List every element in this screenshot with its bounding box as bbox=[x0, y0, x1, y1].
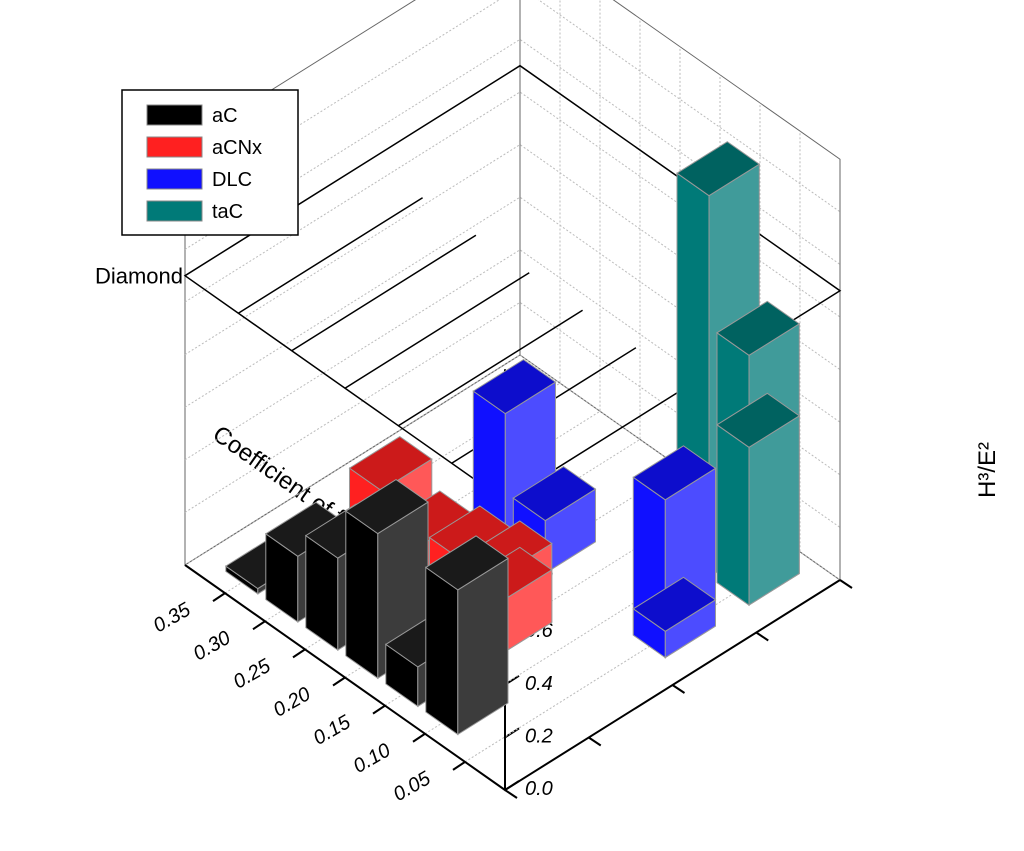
x-tick-label: 0.15 bbox=[310, 711, 355, 750]
bar-face bbox=[716, 423, 750, 607]
legend-label: aC bbox=[212, 105, 238, 127]
reference-line bbox=[397, 309, 583, 427]
legend-label: taC bbox=[212, 201, 243, 223]
bar-top bbox=[424, 535, 509, 591]
x-tick-label: 0.30 bbox=[190, 627, 235, 666]
z-tick-label: 0.2 bbox=[525, 725, 553, 747]
bar bbox=[716, 392, 801, 607]
bar bbox=[424, 535, 509, 736]
x-tick bbox=[372, 704, 386, 715]
bar-top bbox=[716, 392, 801, 448]
grid-line bbox=[184, 0, 841, 213]
x-tick bbox=[252, 620, 266, 631]
x-tick bbox=[332, 676, 346, 687]
x-tick-label: 0.35 bbox=[150, 598, 195, 637]
depth-tick bbox=[588, 736, 602, 747]
reference-label: Diamond bbox=[95, 264, 183, 289]
back-wall-left bbox=[184, 0, 521, 566]
bar-top bbox=[348, 436, 433, 492]
depth-tick bbox=[839, 579, 853, 589]
x-tick-label: 0.25 bbox=[230, 654, 275, 693]
legend-swatch bbox=[146, 136, 203, 158]
bar-top bbox=[676, 141, 761, 197]
reference-line bbox=[237, 197, 423, 314]
x-tick bbox=[292, 648, 306, 659]
reference-line bbox=[344, 272, 530, 389]
bar-top bbox=[632, 576, 717, 632]
x-tick-label: 0.10 bbox=[350, 739, 395, 778]
bar-face bbox=[748, 414, 800, 607]
x-tick bbox=[212, 592, 226, 602]
legend-swatch bbox=[146, 104, 203, 126]
x-tick-label: 0.20 bbox=[270, 683, 315, 722]
legend-label: aCNx bbox=[212, 137, 262, 159]
depth-tick bbox=[755, 631, 769, 642]
bar-top bbox=[344, 478, 429, 535]
bar-top bbox=[716, 300, 801, 356]
x-tick bbox=[412, 732, 426, 743]
z-axis-title: H³/E² bbox=[974, 442, 1001, 498]
z-tick-label: 0.0 bbox=[525, 778, 553, 800]
x-tick bbox=[452, 761, 466, 771]
legend-swatch bbox=[146, 168, 203, 190]
z-tick-label: 0.4 bbox=[525, 673, 553, 695]
bar bbox=[632, 576, 717, 659]
bar-top bbox=[512, 465, 597, 522]
bar-top bbox=[472, 358, 557, 415]
bar-face bbox=[425, 566, 459, 736]
depth-tick bbox=[671, 684, 686, 694]
reference-line bbox=[291, 234, 477, 352]
bar bbox=[344, 478, 429, 680]
bar-top bbox=[632, 445, 717, 501]
legend-swatch bbox=[146, 200, 203, 222]
depth-tick bbox=[504, 789, 518, 799]
x-tick-label: 0.05 bbox=[390, 767, 435, 806]
legend-label: DLC bbox=[212, 169, 252, 191]
bar-face bbox=[345, 510, 379, 680]
